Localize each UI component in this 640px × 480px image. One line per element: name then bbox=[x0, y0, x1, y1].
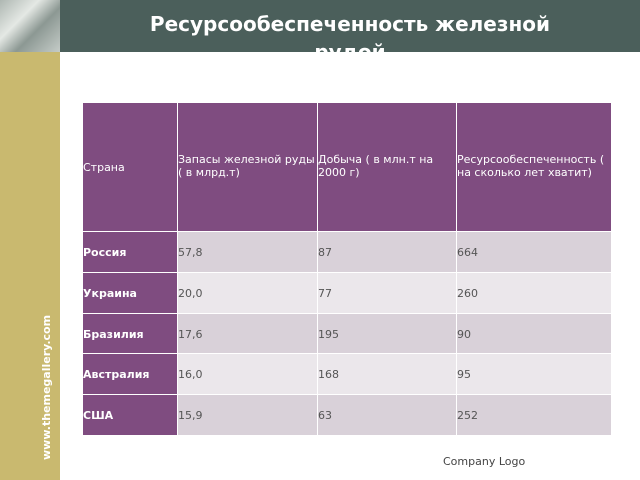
table-cell-text: 57,8 bbox=[178, 246, 203, 259]
table-cell: 195 bbox=[318, 313, 457, 355]
table-cell: 57,8 bbox=[178, 232, 318, 273]
title-banner: Ресурсообеспеченность железной рудой bbox=[60, 0, 640, 52]
row-label-text: Австралия bbox=[83, 368, 150, 382]
table-cell: 16,0 bbox=[178, 354, 318, 396]
header-cell: Страна bbox=[83, 103, 178, 232]
table-cell: 260 bbox=[457, 272, 612, 314]
table-cell-text: 77 bbox=[318, 286, 332, 300]
row-label: Россия bbox=[83, 232, 178, 273]
row-label-text: Украина bbox=[83, 286, 137, 300]
header-cell: Добыча ( в млн.т на 2000 г) bbox=[318, 103, 457, 232]
header-cell: Запасы железной руды ( в млрд.т) bbox=[178, 103, 318, 232]
footer: Company Logo bbox=[443, 455, 526, 468]
table-cell-text: 15,9 bbox=[178, 409, 203, 423]
table-cell: 87 bbox=[318, 232, 457, 273]
table-cell-text: 95 bbox=[457, 368, 471, 382]
table-cell-text: 90 bbox=[457, 327, 471, 341]
table-cell: 252 bbox=[457, 395, 612, 436]
row-label-text: Бразилия bbox=[83, 327, 144, 341]
table-cell: 63 bbox=[318, 395, 457, 436]
row-label-text: США bbox=[83, 409, 114, 423]
row-label: Бразилия bbox=[83, 313, 178, 355]
side-strip bbox=[0, 0, 60, 480]
table-cell: 168 bbox=[318, 354, 457, 396]
table-cell-text: 63 bbox=[318, 409, 332, 423]
table-cell-text: 17,6 bbox=[178, 327, 203, 341]
table-cell: 95 bbox=[457, 354, 612, 396]
corner-image bbox=[0, 0, 60, 52]
row-label: Украина bbox=[83, 272, 178, 314]
row-label-text: Россия bbox=[83, 246, 127, 259]
table-cell: 90 bbox=[457, 313, 612, 355]
header-cell-text: Запасы железной руды ( в млрд.т) bbox=[178, 153, 315, 179]
table-cell-text: 252 bbox=[457, 409, 478, 423]
table-cell: 15,9 bbox=[178, 395, 318, 436]
header-cell-text: Страна bbox=[83, 161, 125, 174]
row-label: США bbox=[83, 395, 178, 436]
table-cell: 77 bbox=[318, 272, 457, 314]
table-cell: 20,0 bbox=[178, 272, 318, 314]
table-cell-text: 87 bbox=[318, 246, 332, 259]
table-cell-text: 195 bbox=[318, 327, 339, 341]
table-cell: 17,6 bbox=[178, 313, 318, 355]
row-label: Австралия bbox=[83, 354, 178, 396]
table-cell-text: 260 bbox=[457, 286, 478, 300]
header-cell: Ресурсообеспеченность ( на сколько лет х… bbox=[457, 103, 612, 232]
table-cell: 664 bbox=[457, 232, 612, 273]
side-text: www.themegallery.com bbox=[40, 314, 53, 460]
table-cell-text: 20,0 bbox=[178, 286, 203, 300]
data-table: Страна Запасы железной руды ( в млрд.т) До… bbox=[83, 103, 612, 436]
table-cell-text: 168 bbox=[318, 368, 339, 382]
slide-title: Ресурсообеспеченность железной рудой bbox=[149, 12, 551, 52]
table-cell-text: 16,0 bbox=[178, 368, 203, 382]
header-cell-text: Добыча ( в млн.т на 2000 г) bbox=[318, 153, 434, 179]
header-cell-text: Ресурсообеспеченность ( на сколько лет х… bbox=[457, 153, 605, 179]
table-cell-text: 664 bbox=[457, 246, 478, 259]
